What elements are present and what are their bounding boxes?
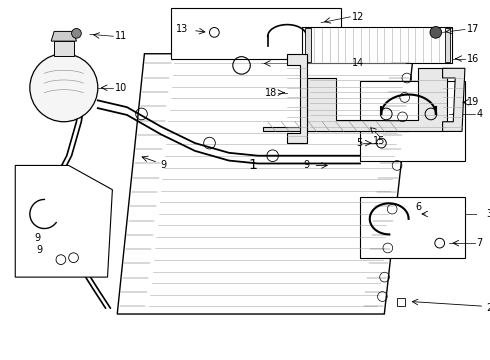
Text: 12: 12 xyxy=(352,12,365,22)
Text: 5: 5 xyxy=(356,138,362,148)
Bar xyxy=(444,28,450,62)
Circle shape xyxy=(72,28,81,38)
Bar xyxy=(360,198,465,258)
Circle shape xyxy=(30,54,98,122)
Bar xyxy=(54,41,74,56)
Text: 16: 16 xyxy=(467,54,479,64)
Text: 4: 4 xyxy=(477,109,483,119)
Text: 9: 9 xyxy=(36,245,43,255)
Polygon shape xyxy=(15,166,112,277)
Polygon shape xyxy=(307,68,447,131)
Polygon shape xyxy=(287,54,307,143)
Polygon shape xyxy=(263,122,409,131)
Text: 1: 1 xyxy=(249,158,258,172)
Bar xyxy=(305,28,311,62)
Bar xyxy=(397,298,405,306)
Text: 9: 9 xyxy=(304,161,310,170)
Text: 7: 7 xyxy=(477,238,483,248)
Bar xyxy=(302,27,452,63)
Text: 15: 15 xyxy=(373,136,386,146)
Text: 18: 18 xyxy=(265,87,277,98)
Polygon shape xyxy=(442,68,465,131)
Bar xyxy=(360,81,465,161)
Text: 9: 9 xyxy=(161,161,167,170)
Text: 17: 17 xyxy=(467,24,479,35)
Text: 6: 6 xyxy=(415,202,421,212)
Text: 14: 14 xyxy=(352,58,365,68)
Text: 8: 8 xyxy=(34,170,41,180)
Text: 19: 19 xyxy=(467,97,479,107)
Text: 9: 9 xyxy=(34,233,41,243)
Polygon shape xyxy=(117,54,414,314)
Text: 2: 2 xyxy=(486,303,490,313)
Polygon shape xyxy=(51,31,76,41)
Bar xyxy=(171,8,341,59)
Text: 11: 11 xyxy=(115,31,127,41)
Text: 3: 3 xyxy=(486,209,490,219)
Text: 10: 10 xyxy=(115,83,127,93)
Text: 13: 13 xyxy=(175,24,188,35)
Circle shape xyxy=(430,27,441,38)
